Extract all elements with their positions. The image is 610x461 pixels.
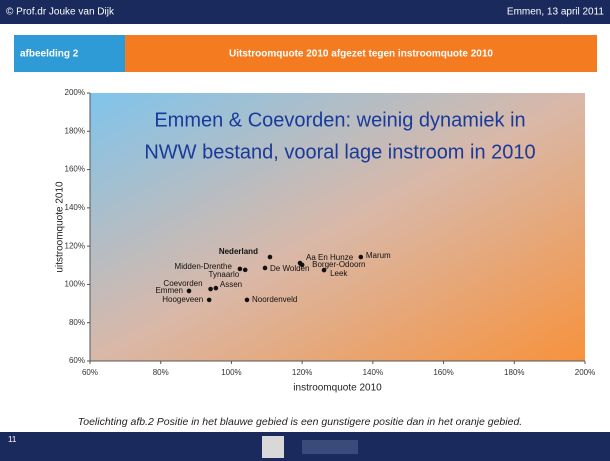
panel-label-box — [14, 35, 125, 72]
x-tick-label: 120% — [292, 368, 312, 377]
point-label: Borger-Odoorn — [312, 260, 365, 269]
point — [358, 254, 364, 260]
point — [321, 267, 327, 273]
y-tick-label: 160% — [65, 165, 85, 174]
point — [206, 297, 212, 303]
point — [267, 254, 273, 260]
overlay-line: Emmen & Coevorden: weinig dynamiek in — [154, 109, 525, 131]
y-tick-label: 80% — [69, 318, 85, 327]
panel-title-box — [125, 35, 597, 72]
point — [244, 297, 250, 303]
panel-title: Uitstroomquote 2010 afgezet tegen instro… — [229, 49, 493, 60]
x-tick-label: 160% — [433, 368, 453, 377]
point-label: Coevorden — [163, 279, 202, 288]
date: Emmen, 13 april 2011 — [507, 7, 605, 18]
point-label: Assen — [220, 280, 242, 289]
point-label: De Wolden — [270, 264, 309, 273]
point — [237, 266, 243, 272]
slide-number: 11 — [8, 435, 17, 444]
point-label: Aa En Hunze — [306, 253, 354, 262]
x-tick-label: 200% — [575, 368, 595, 377]
x-axis-title: instroomquote 2010 — [293, 383, 382, 394]
y-tick-label: 180% — [65, 126, 85, 135]
caption: Toelichting afb.2 Positie in het blauwe … — [78, 416, 522, 428]
point-label: Noordenveld — [252, 295, 297, 304]
panel-label: afbeelding 2 — [20, 49, 79, 60]
y-axis-title: uitstroomquote 2010 — [55, 181, 66, 273]
x-tick-label: 140% — [363, 368, 383, 377]
point-label: Hoogeveen — [162, 295, 203, 304]
point — [299, 262, 305, 268]
point-label: Marum — [366, 251, 391, 260]
point-label: Tynaarlo — [209, 270, 240, 279]
author: © Prof.dr Jouke van Dijk — [6, 7, 115, 18]
point-label: Nederland — [219, 247, 258, 256]
y-tick-label: 100% — [65, 280, 85, 289]
y-tick-label: 140% — [65, 203, 85, 212]
point-label: Midden-Drenthe — [175, 262, 233, 271]
logo-text — [302, 440, 358, 454]
y-tick-label: 200% — [65, 88, 85, 97]
x-tick-label: 180% — [504, 368, 524, 377]
point — [213, 285, 219, 291]
point-label: Leek — [330, 269, 348, 278]
point — [186, 288, 192, 294]
logo-icon — [262, 436, 284, 458]
x-tick-label: 80% — [153, 368, 169, 377]
y-tick-label: 120% — [65, 241, 85, 250]
y-tick-label: 60% — [69, 356, 85, 365]
overlay-line: NWW bestand, vooral lage instroom in 201… — [144, 141, 535, 163]
point — [262, 265, 268, 271]
x-tick-label: 100% — [221, 368, 241, 377]
plot-area — [90, 93, 585, 361]
point — [208, 286, 213, 292]
x-tick-label: 60% — [82, 368, 98, 377]
point-label: Emmen — [155, 286, 183, 295]
point — [242, 267, 248, 273]
